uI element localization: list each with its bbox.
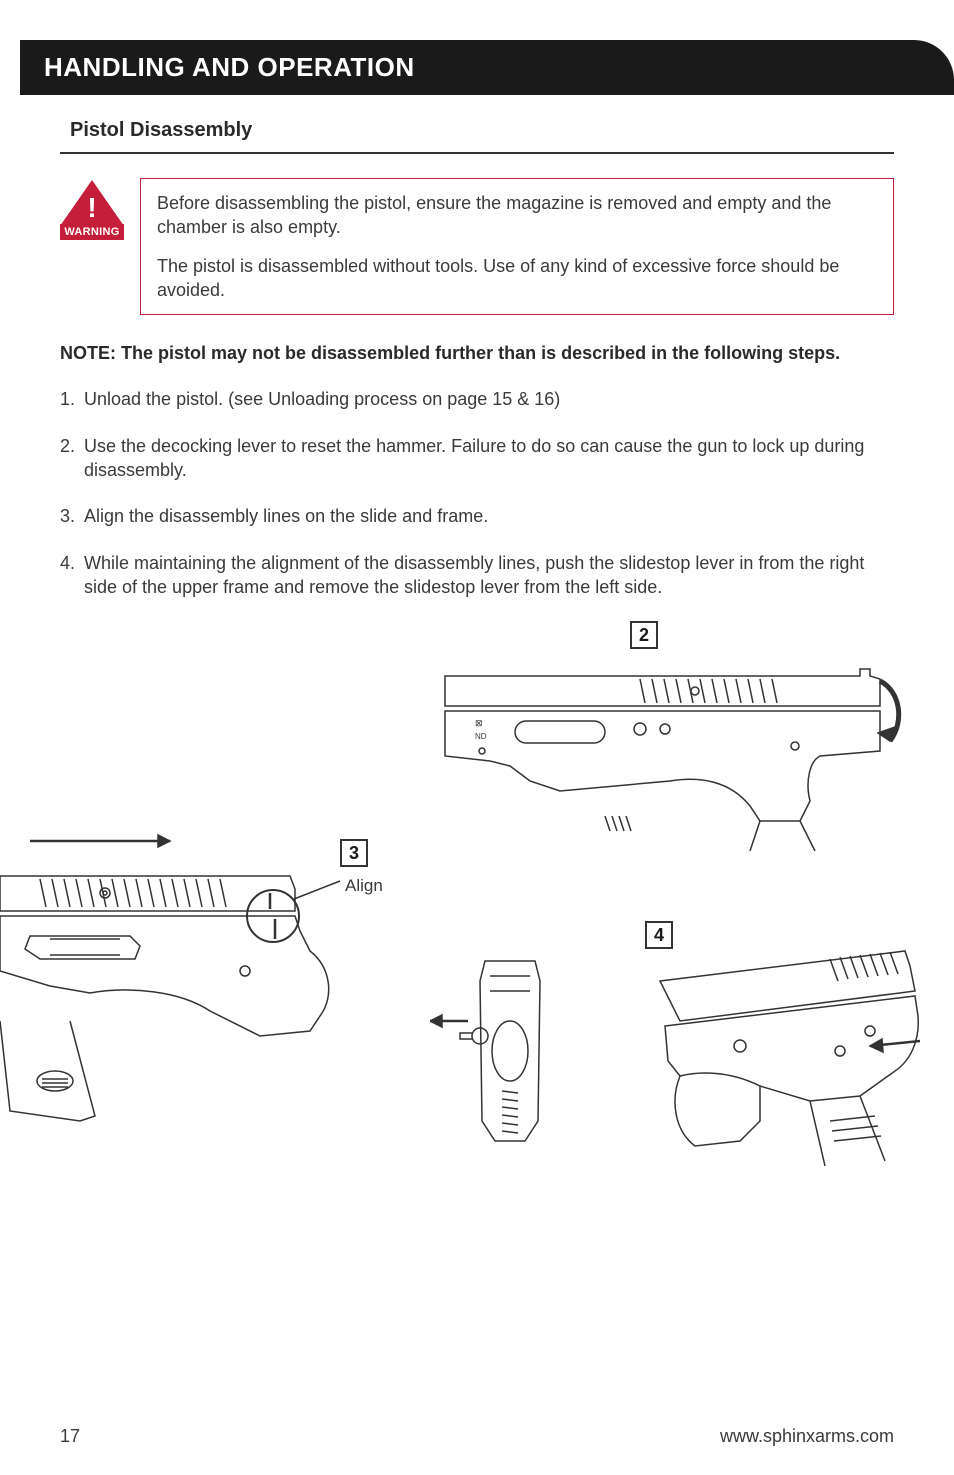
page-number: 17 <box>60 1426 80 1447</box>
warning-exclaim-icon: ! <box>86 194 98 222</box>
page-container: HANDLING AND OPERATION Pistol Disassembl… <box>0 0 954 1475</box>
callout-number: 3 <box>340 839 368 867</box>
note-text: NOTE: The pistol may not be disassembled… <box>60 341 894 365</box>
section-header-title: HANDLING AND OPERATION <box>44 52 930 83</box>
warning-paragraph: Before disassembling the pistol, ensure … <box>157 191 877 240</box>
list-item: 3. Align the disassembly lines on the sl… <box>60 504 894 528</box>
diagram-2-svg: ⊠ ND <box>440 621 910 851</box>
diagram-3-svg <box>0 821 420 1141</box>
diagram-4-svg <box>430 921 920 1181</box>
subheading-divider <box>60 152 894 154</box>
svg-text:ND: ND <box>475 732 487 741</box>
step-number: 2. <box>60 434 84 483</box>
section-header-bar: HANDLING AND OPERATION <box>20 40 954 95</box>
steps-list: 1. Unload the pistol. (see Unloading pro… <box>60 387 894 599</box>
callout-number: 4 <box>645 921 673 949</box>
step-number: 1. <box>60 387 84 411</box>
step-text: Use the decocking lever to reset the ham… <box>84 434 894 483</box>
warning-triangle-icon: ! <box>60 180 124 226</box>
list-item: 4. While maintaining the alignment of th… <box>60 551 894 600</box>
warning-icon: ! WARNING <box>60 180 124 240</box>
warning-text-box: Before disassembling the pistol, ensure … <box>140 178 894 315</box>
step-text: Align the disassembly lines on the slide… <box>84 504 894 528</box>
step-number: 3. <box>60 504 84 528</box>
warning-row: ! WARNING Before disassembling the pisto… <box>60 178 894 315</box>
warning-paragraph: The pistol is disassembled without tools… <box>157 254 877 303</box>
warning-label: WARNING <box>60 224 124 240</box>
align-label: Align <box>345 876 383 896</box>
list-item: 1. Unload the pistol. (see Unloading pro… <box>60 387 894 411</box>
diagram-2: 2 ⊠ <box>440 621 910 851</box>
svg-text:⊠: ⊠ <box>475 718 483 728</box>
step-number: 4. <box>60 551 84 600</box>
diagram-area: 2 ⊠ <box>60 621 894 1181</box>
footer-url: www.sphinxarms.com <box>720 1426 894 1447</box>
step-text: While maintaining the alignment of the d… <box>84 551 894 600</box>
page-footer: 17 www.sphinxarms.com <box>60 1426 894 1447</box>
subheading: Pistol Disassembly <box>70 119 894 142</box>
diagram-4: 4 <box>430 921 920 1181</box>
diagram-3: 3 Align <box>0 821 420 1141</box>
callout-number: 2 <box>630 621 658 649</box>
step-text: Unload the pistol. (see Unloading proces… <box>84 387 894 411</box>
list-item: 2. Use the decocking lever to reset the … <box>60 434 894 483</box>
